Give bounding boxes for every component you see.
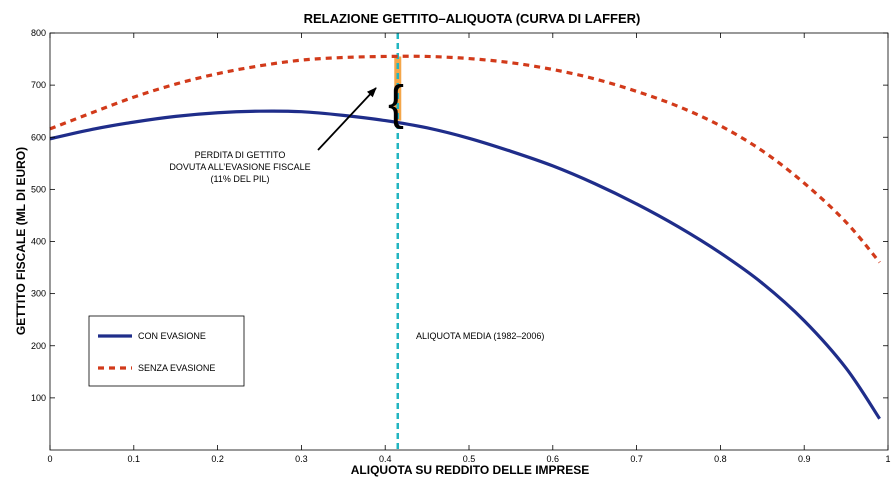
average-rate-label: ALIQUOTA MEDIA (1982–2006) [416, 331, 544, 341]
x-tick-label: 0.9 [798, 454, 811, 464]
y-tick-label: 100 [31, 393, 46, 403]
gap-annotation: PERDITA DI GETTITO DOVUTA ALL’EVASIONE F… [169, 77, 404, 184]
x-axis-label: ALIQUOTA SU REDDITO DELLE IMPRESE [351, 463, 589, 477]
y-axis-label: GETTITO FISCALE (ML DI EURO) [14, 147, 28, 335]
y-tick-label: 700 [31, 80, 46, 90]
x-tick-label: 0 [47, 454, 52, 464]
plot-frame [49, 32, 889, 451]
x-tick-label: 0.5 [463, 454, 476, 464]
y-tick-label: 600 [31, 132, 46, 142]
y-tick-label: 400 [31, 237, 46, 247]
series-line-1 [49, 109, 881, 420]
legend-label-1: CON EVASIONE [138, 331, 206, 341]
x-tick-label: 0.8 [714, 454, 727, 464]
series-line-2 [49, 54, 881, 264]
x-tick-label: 1 [885, 454, 890, 464]
legend-label-2: SENZA EVASIONE [138, 363, 215, 373]
legend-box [88, 315, 245, 387]
y-tick-label: 200 [31, 341, 46, 351]
y-tick-label: 500 [31, 184, 46, 194]
annotation-line-1: PERDITA DI GETTITO [195, 150, 286, 160]
annotation-arrow [317, 87, 377, 151]
x-tick-label: 0.2 [211, 454, 224, 464]
x-tick-label: 0.1 [128, 454, 141, 464]
y-tick-label: 300 [31, 289, 46, 299]
gap-brace: { [388, 77, 404, 130]
x-tick-label: 0.4 [379, 454, 392, 464]
x-tick-label: 0.6 [547, 454, 560, 464]
chart-title: RELAZIONE GETTITO–ALIQUOTA (CURVA DI LAF… [304, 11, 641, 26]
y-tick-label: 800 [31, 28, 46, 38]
annotation-line-2: DOVUTA ALL’EVASIONE FISCALE [169, 162, 310, 172]
annotation-line-3: (11% DEL PIL) [210, 174, 269, 184]
legend: CON EVASIONE SENZA EVASIONE [88, 315, 245, 387]
x-tick-label: 0.3 [295, 454, 308, 464]
x-tick-label: 0.7 [630, 454, 643, 464]
